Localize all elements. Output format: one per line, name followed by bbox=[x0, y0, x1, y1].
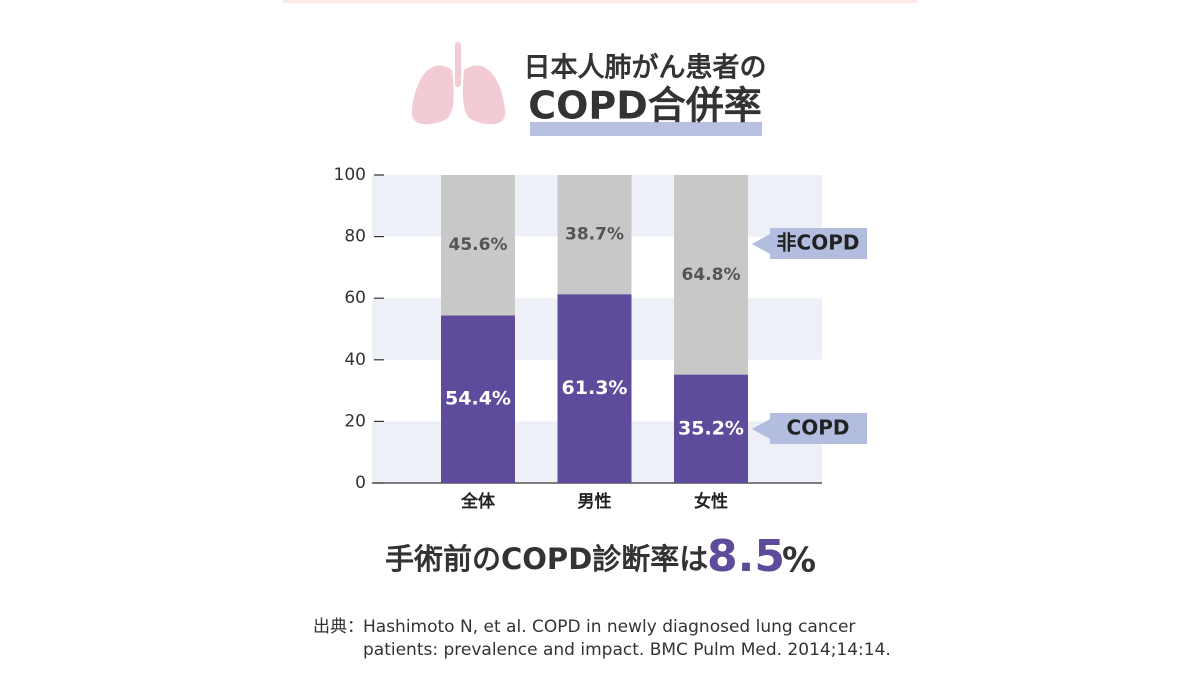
bar-segment bbox=[557, 175, 632, 295]
source: Hashimoto N, et al. COPD in newly diagno… bbox=[363, 617, 855, 637]
bar-segment bbox=[441, 315, 515, 483]
legend-box bbox=[770, 228, 867, 259]
value-label: 64.8% bbox=[682, 265, 741, 285]
top-strip bbox=[283, 0, 917, 3]
bar-segment bbox=[557, 294, 632, 483]
x-tick-label: 男性 bbox=[578, 491, 612, 512]
note: 手術前のCOPD診断率は bbox=[385, 542, 708, 576]
title: COPD合併率 bbox=[528, 84, 762, 128]
note-value: 8.5 bbox=[707, 531, 785, 582]
title: 日本人肺がん患者の bbox=[524, 52, 767, 84]
x-tick-label: 全体 bbox=[460, 491, 496, 512]
legend: 非COPD COPD bbox=[752, 228, 867, 444]
bar-segment bbox=[674, 175, 748, 375]
legend-box bbox=[770, 413, 867, 444]
y-tick-label: 40 bbox=[344, 350, 366, 370]
value-label: 61.3% bbox=[562, 377, 628, 399]
legend-label: 非COPD bbox=[777, 231, 860, 255]
legend-label: COPD bbox=[787, 416, 850, 440]
y-tick-label: 0 bbox=[355, 473, 366, 493]
note-unit: % bbox=[782, 541, 816, 581]
source: patients: prevalence and impact. BMC Pul… bbox=[363, 640, 891, 660]
value-label: 54.4% bbox=[445, 388, 511, 410]
y-tick-label: 20 bbox=[344, 411, 366, 431]
value-label: 35.2% bbox=[678, 417, 744, 439]
y-tick-label: 80 bbox=[344, 227, 366, 247]
source-label: 出典： bbox=[313, 617, 364, 637]
legend-pointer bbox=[752, 234, 770, 254]
x-tick-label: 女性 bbox=[694, 491, 728, 512]
bar-segment bbox=[441, 175, 515, 316]
title-underline bbox=[530, 122, 762, 136]
lung-icon bbox=[411, 42, 506, 125]
y-tick-label: 60 bbox=[344, 288, 366, 308]
legend-pointer bbox=[752, 419, 770, 439]
bar-segment bbox=[674, 374, 748, 483]
value-label: 45.6% bbox=[449, 235, 508, 255]
y-tick-label: 100 bbox=[334, 165, 366, 185]
value-label: 38.7% bbox=[565, 225, 624, 245]
